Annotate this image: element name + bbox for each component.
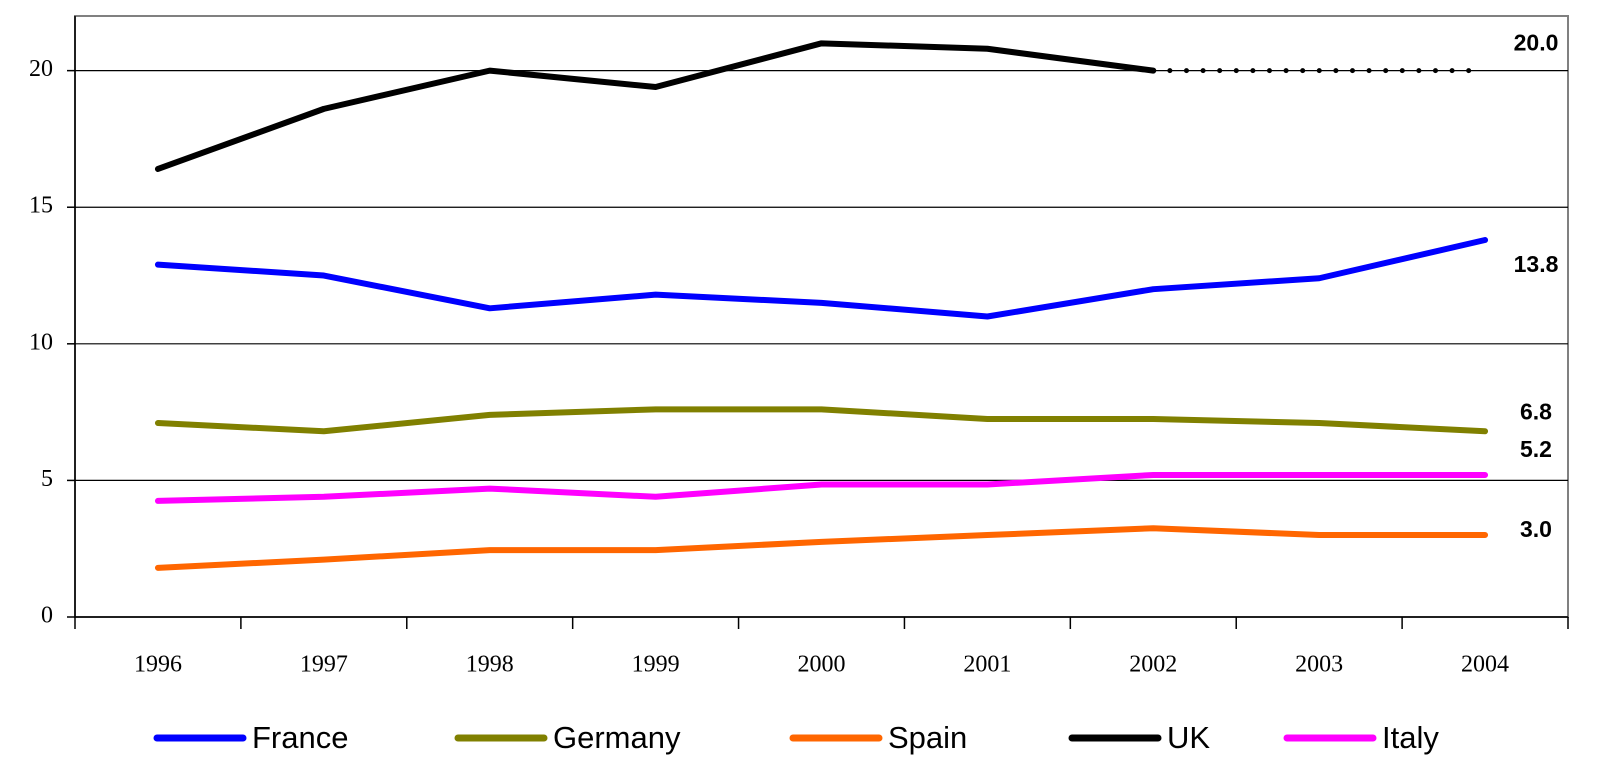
x-tick-label: 1998 bbox=[466, 652, 514, 678]
plot-frame bbox=[74, 15, 1569, 618]
value-label: 13.8 bbox=[1514, 251, 1559, 277]
legend-label: Germany bbox=[553, 720, 681, 755]
y-tick-label: 10 bbox=[29, 329, 53, 355]
y-tick-label: 5 bbox=[41, 466, 53, 492]
legend-label: Spain bbox=[888, 720, 967, 755]
series-line bbox=[154, 471, 1489, 504]
y-tick-label: 0 bbox=[41, 603, 53, 629]
x-tick-label: 2001 bbox=[963, 652, 1011, 678]
value-label: 3.0 bbox=[1520, 516, 1552, 542]
x-tick-label: 1999 bbox=[632, 652, 680, 678]
y-tick-label: 15 bbox=[29, 193, 53, 219]
x-tick-label: 2000 bbox=[798, 652, 846, 678]
series-line bbox=[154, 40, 1157, 172]
legend-label: France bbox=[252, 720, 348, 755]
series-line bbox=[154, 406, 1489, 435]
legend-label: UK bbox=[1167, 720, 1210, 755]
value-label: 6.8 bbox=[1520, 398, 1552, 424]
x-tick-label: 1997 bbox=[300, 652, 348, 678]
legend-label: Italy bbox=[1382, 720, 1439, 755]
value-label: 5.2 bbox=[1520, 436, 1552, 462]
series-line bbox=[154, 525, 1489, 571]
series-line bbox=[154, 237, 1489, 320]
value-label: 20.0 bbox=[1514, 30, 1559, 56]
x-tick-label: 2002 bbox=[1129, 652, 1177, 678]
x-tick-label: 2004 bbox=[1461, 652, 1509, 678]
x-tick-label: 1996 bbox=[134, 652, 182, 678]
x-tick-label: 2003 bbox=[1295, 652, 1343, 678]
y-tick-label: 20 bbox=[29, 56, 53, 82]
